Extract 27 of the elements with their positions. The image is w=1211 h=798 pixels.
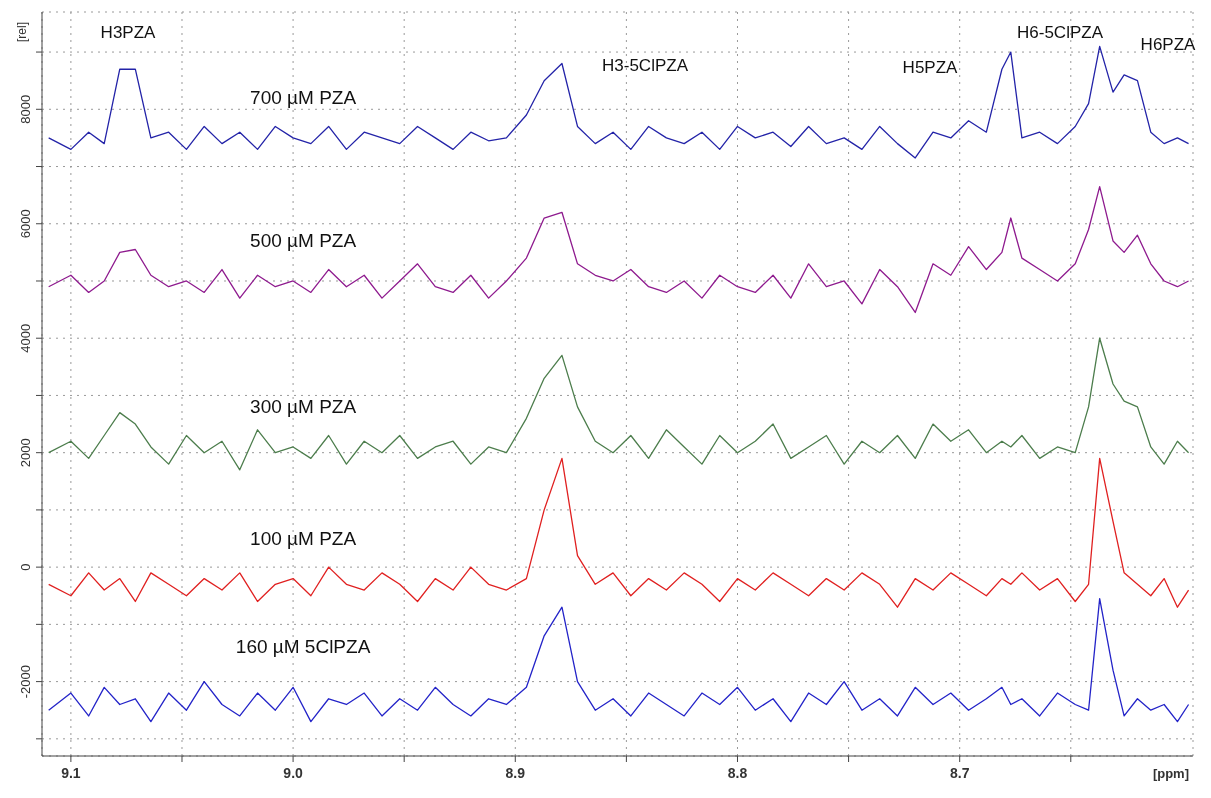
annotation: H6-5ClPZA: [1017, 23, 1103, 43]
y-tick-label: 4000: [18, 323, 33, 353]
y-tick-label: -2000: [18, 664, 33, 699]
line-series: [48, 185, 1190, 314]
annotation: H5PZA: [902, 58, 958, 78]
x-tick-label: 8.7: [949, 765, 970, 781]
series-label: 500 µM PZA: [250, 229, 357, 251]
y-tick-label: 6000: [18, 209, 33, 239]
line-series: [48, 597, 1190, 723]
x-tick-label: 9.1: [61, 765, 81, 781]
x-tick-label: 9.0: [283, 765, 304, 781]
series-label: 160 µM 5ClPZA: [235, 636, 371, 658]
annotation: H3-5ClPZA: [602, 56, 688, 76]
line-series: [48, 457, 1190, 608]
annotation: H3PZA: [100, 23, 156, 43]
y-tick-label: 2000: [18, 438, 33, 468]
series-label: 300 µM PZA: [250, 395, 357, 417]
y-axis-title: [rel]: [15, 21, 29, 43]
series-label: 700 µM PZA: [250, 86, 357, 108]
x-tick-label: 8.9: [505, 765, 526, 781]
x-axis-title: [ppm]: [1152, 766, 1189, 781]
annotation: H6PZA: [1140, 35, 1196, 55]
series-label: 100 µM PZA: [250, 527, 357, 549]
line-series: [48, 337, 1190, 471]
y-tick-label: 8000: [18, 94, 33, 124]
x-tick-label: 8.8: [727, 765, 748, 781]
y-tick-label: 0: [18, 563, 33, 571]
